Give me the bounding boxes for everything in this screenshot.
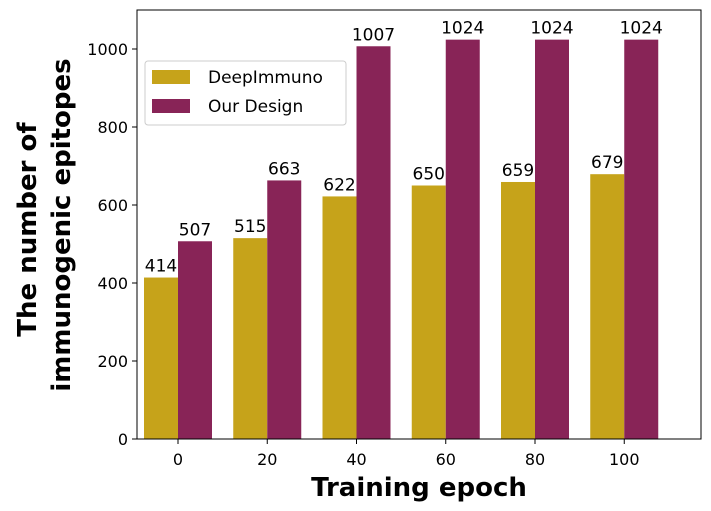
x-tick-label-20: 20 [257, 450, 277, 469]
bar-our-design-0 [178, 241, 212, 439]
y-axis-title-line-2: immunogenic epitopes [47, 58, 77, 391]
bar-our-design-100 [624, 39, 659, 439]
legend-label-our-design: Our Design [208, 97, 303, 117]
y-tick-label-800: 800 [97, 118, 128, 137]
bars-layer [144, 39, 659, 440]
data-labels-layer: 414 515 622 650 659 679 507 663 1007 1024 1024 1024 [145, 19, 663, 277]
bar-deepimmuno-40 [322, 196, 357, 439]
x-tick-label-100: 100 [609, 450, 640, 469]
legend-box [144, 60, 347, 126]
x-axis-title: Training epoch [311, 473, 527, 503]
y-axis-title: The number of immunogenic epitopes [13, 58, 77, 391]
data-label-deepimmuno-40: 622 [323, 175, 355, 195]
data-label-our-design-0: 507 [179, 220, 211, 240]
data-label-our-design-60: 1024 [441, 19, 484, 39]
x-tick-label-60: 60 [436, 450, 456, 469]
data-label-our-design-20: 663 [268, 159, 300, 179]
legend-label-deepimmuno: DeepImmuno [208, 68, 323, 88]
data-label-deepimmuno-60: 650 [413, 165, 445, 185]
data-label-our-design-40: 1007 [352, 25, 395, 45]
bar-deepimmuno-100 [590, 174, 625, 439]
bar-deepimmuno-80 [501, 181, 535, 440]
x-tick-label-0: 0 [173, 450, 183, 469]
y-tick-label-0: 0 [118, 430, 128, 449]
y-axis: 0 200 400 600 800 1000 [87, 40, 137, 449]
legend: DeepImmuno Our Design [144, 60, 347, 126]
y-tick-label-600: 600 [97, 196, 128, 215]
bar-our-design-40 [356, 46, 391, 440]
legend-swatch-our-design [152, 99, 190, 113]
bar-deepimmuno-0 [144, 277, 178, 439]
data-label-our-design-100: 1024 [620, 19, 663, 39]
bar-deepimmuno-20 [233, 238, 268, 439]
data-label-deepimmuno-100: 679 [591, 153, 623, 173]
data-label-deepimmuno-0: 414 [145, 257, 177, 277]
legend-swatch-deepimmuno [152, 70, 190, 84]
y-tick-label-200: 200 [97, 352, 128, 371]
bar-our-design-20 [267, 180, 302, 439]
x-axis: 0 20 40 60 80 100 [173, 439, 640, 469]
x-tick-label-40: 40 [346, 450, 366, 469]
bar-our-design-80 [535, 39, 569, 439]
y-tick-label-1000: 1000 [87, 40, 128, 59]
data-label-deepimmuno-20: 515 [234, 217, 266, 237]
y-axis-title-line-1: The number of [13, 122, 43, 337]
plot-frame [136, 9, 702, 440]
bar-our-design-60 [445, 39, 480, 439]
data-label-our-design-80: 1024 [530, 19, 573, 39]
data-label-deepimmuno-80: 659 [502, 161, 534, 181]
bar-deepimmuno-60 [411, 185, 446, 439]
x-tick-label-80: 80 [525, 450, 545, 469]
y-tick-label-400: 400 [97, 274, 128, 293]
